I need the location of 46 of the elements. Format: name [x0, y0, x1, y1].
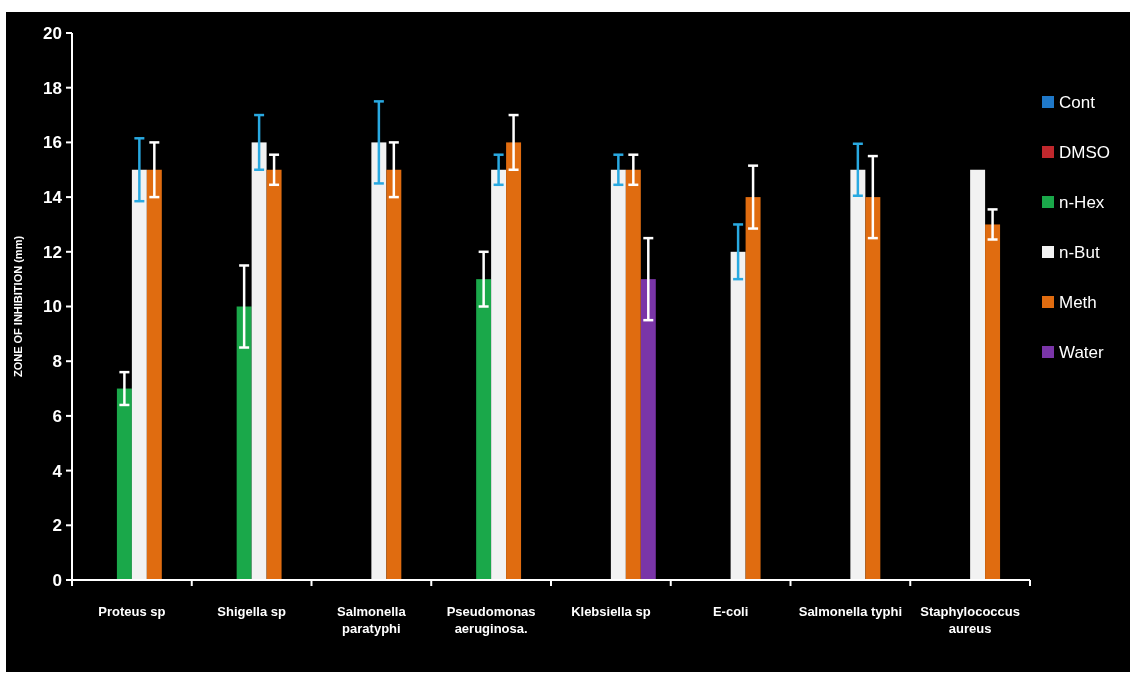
legend-label: n-But — [1059, 242, 1100, 262]
y-tick-label: 20 — [43, 23, 62, 43]
bar — [610, 169, 626, 580]
legend-label: Water — [1059, 342, 1105, 362]
bar — [745, 197, 761, 580]
bar — [131, 169, 147, 580]
y-axis-title: ZONE OF INHIBITION (mm) — [12, 235, 24, 378]
bar — [251, 142, 267, 580]
bar — [236, 306, 252, 580]
bar — [640, 279, 656, 580]
bar — [146, 169, 162, 580]
y-tick-label: 4 — [52, 461, 63, 481]
x-tick-label: Shigella sp — [217, 604, 286, 619]
y-tick-label: 8 — [52, 352, 62, 372]
legend-label: Meth — [1059, 292, 1097, 312]
bar — [491, 169, 507, 580]
bar — [476, 279, 492, 580]
bar — [386, 169, 402, 580]
x-tick-label: Klebsiella sp — [571, 604, 651, 619]
y-tick-label: 0 — [52, 570, 62, 590]
bar — [865, 197, 881, 580]
x-tick-label: Staphylococcus aureus — [920, 604, 1020, 636]
y-tick-label: 12 — [43, 242, 62, 262]
bar — [730, 251, 746, 580]
bar — [266, 169, 282, 580]
y-tick-label: 18 — [43, 78, 62, 98]
x-tick-label: Salmonella typhi — [798, 604, 903, 619]
bar — [506, 142, 522, 580]
bar — [371, 142, 387, 580]
y-tick-label: 10 — [43, 297, 62, 317]
x-tick-label: E-coli — [712, 604, 749, 619]
legend-label: n-Hex — [1059, 192, 1105, 212]
y-tick-label: 14 — [43, 188, 63, 208]
bar — [116, 388, 132, 580]
bar — [850, 169, 866, 580]
bar — [985, 224, 1001, 580]
x-tick-label: Pseudomonas aeruginosa. — [446, 604, 536, 636]
bar — [625, 169, 641, 580]
x-tick-label: Proteus sp — [98, 604, 166, 619]
y-tick-label: 16 — [43, 133, 62, 153]
x-tick-label: Salmonella paratyphi — [337, 604, 407, 636]
bar — [970, 169, 986, 580]
y-tick-label: 2 — [52, 516, 62, 536]
legend-label: Cont — [1059, 92, 1096, 112]
legend-label: DMSO — [1059, 142, 1110, 162]
y-tick-label: 6 — [52, 406, 62, 426]
